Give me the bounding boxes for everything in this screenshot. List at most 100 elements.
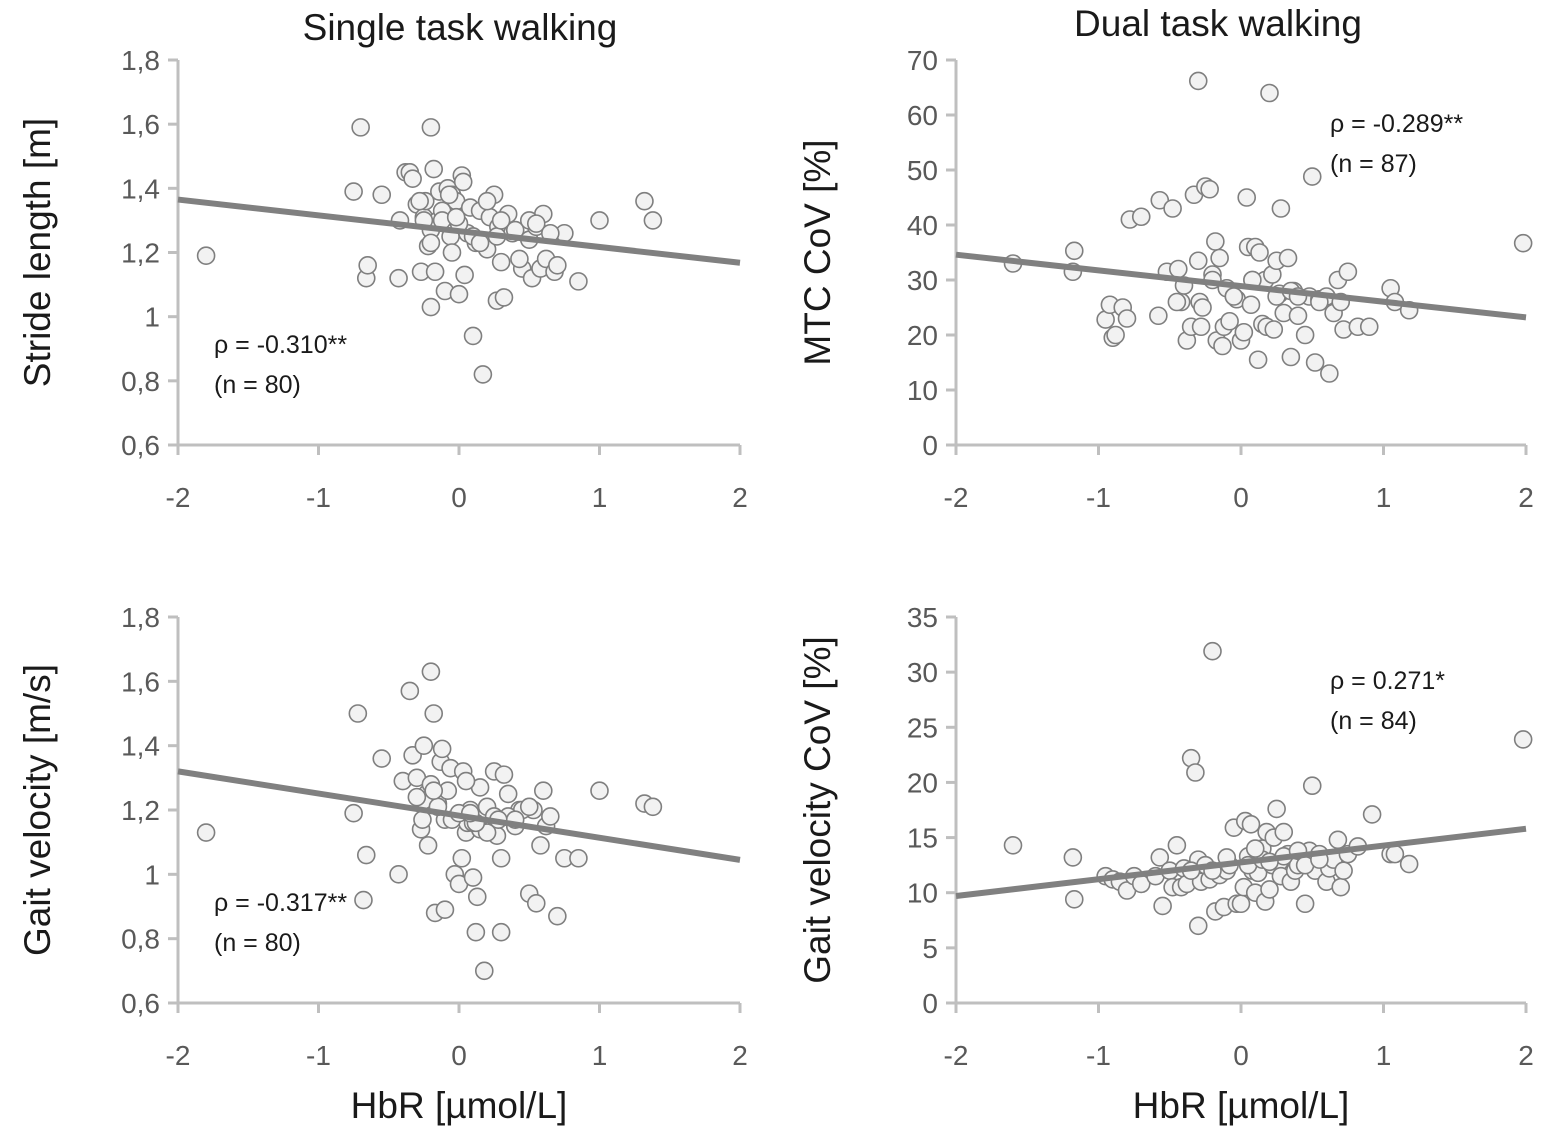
y-tick-label: 70: [907, 45, 938, 76]
y-tick-label: 0,6: [121, 988, 160, 1019]
data-point: [354, 890, 373, 910]
panel-top-right: 0 10 20 30 40 50 60 70 -2 -1 0 1 2 MTC CoV [%] ρ = -0.…: [797, 45, 1534, 513]
data-point: [491, 252, 511, 272]
data-point: [1167, 835, 1187, 855]
data-point: [1267, 799, 1286, 819]
x-tick-label: -2: [944, 482, 969, 513]
y-tick-label: 1,4: [121, 731, 160, 762]
y-tick-label: 20: [907, 320, 938, 351]
data-point: [424, 781, 444, 801]
x-tick-label: 1: [592, 482, 608, 513]
data-point: [372, 749, 392, 768]
data-point: [1188, 71, 1208, 91]
data-point: [1288, 306, 1308, 326]
data-point: [1117, 309, 1137, 328]
data-point: [1248, 350, 1268, 370]
x-tick-label: 2: [732, 1040, 748, 1071]
x-tick-label: -2: [166, 482, 191, 513]
data-point: [1003, 835, 1023, 855]
data-point: [1260, 880, 1279, 899]
data-point: [446, 207, 466, 227]
y-tick-label: 40: [907, 210, 938, 241]
data-point: [1186, 763, 1205, 782]
correlation-annotation: (n = 84): [1330, 707, 1417, 735]
data-point: [473, 365, 493, 384]
data-point: [1193, 298, 1212, 317]
y-tick-label: 1: [144, 302, 160, 333]
data-point: [635, 191, 654, 211]
data-point: [358, 256, 377, 275]
y-tick-label: 10: [907, 375, 938, 406]
correlation-annotation: ρ = -0.317**: [214, 889, 347, 917]
data-point: [1149, 306, 1168, 326]
data-point: [1213, 336, 1232, 356]
y-tick-label: 30: [907, 657, 938, 688]
data-point: [541, 807, 560, 826]
data-point: [467, 887, 487, 907]
data-point: [407, 787, 427, 807]
data-point: [1328, 830, 1348, 850]
data-point: [1106, 325, 1125, 345]
data-point: [439, 185, 459, 205]
data-point: [1150, 848, 1170, 867]
panel-top-left: 0,6 0,8 1 1,2 1,4 1,6 1,8 -2 -1 0 1 2 Stride length …: [17, 45, 748, 513]
data-point: [344, 182, 363, 201]
data-point: [455, 265, 474, 285]
data-point: [1241, 295, 1261, 315]
data-point: [372, 185, 392, 205]
data-point: [351, 118, 370, 137]
panel-bottom-right: 0 5 10 15 20 25 30 35 -2 -1 0 1 2 Gait velocity CoV […: [797, 602, 1534, 1126]
y-tick-label: 5: [922, 933, 938, 964]
data-point: [196, 246, 216, 266]
correlation-annotation: ρ = -0.289**: [1330, 110, 1463, 138]
data-point: [196, 823, 216, 842]
data-point: [1188, 251, 1208, 271]
y-axis-label: Gait velocity CoV [%]: [797, 636, 838, 984]
data-point: [519, 797, 539, 817]
data-point: [526, 214, 546, 233]
y-tick-label: 1,4: [121, 173, 160, 204]
x-tick-label: 2: [1518, 1040, 1534, 1071]
y-tick-label: 30: [907, 265, 938, 296]
data-point: [643, 797, 663, 817]
x-tick-label: 1: [1376, 1040, 1392, 1071]
data-point: [474, 961, 494, 981]
x-tick-label: -2: [166, 1040, 191, 1071]
data-point: [1295, 325, 1315, 345]
data-point: [1231, 894, 1251, 914]
data-point: [452, 848, 472, 868]
data-point: [453, 172, 473, 192]
data-point: [1359, 317, 1379, 337]
data-point: [494, 288, 514, 307]
correlation-annotation: ρ = -0.310**: [214, 331, 347, 359]
data-point: [1203, 641, 1222, 661]
x-axis-label: HbR [µmol/L]: [351, 1085, 568, 1126]
data-point: [1331, 877, 1351, 897]
data-point: [1274, 822, 1294, 842]
correlation-annotation: (n = 87): [1330, 150, 1417, 178]
data-point: [421, 118, 441, 137]
data-point: [1278, 248, 1298, 268]
data-point: [403, 169, 422, 189]
data-point: [1131, 207, 1151, 227]
scatter-panels: 0,6 0,8 1 1,2 1,4 1,6 1,8 -2 -1 0 1 2 Stride length …: [17, 45, 1534, 1126]
y-tick-label: 0,8: [121, 366, 160, 397]
data-point: [526, 893, 546, 913]
data-point: [643, 211, 663, 230]
column-title-single-task: Single task walking: [303, 7, 618, 48]
trend-line: [955, 251, 1527, 321]
x-tick-label: 0: [451, 1040, 467, 1071]
y-tick-label: 1,2: [121, 795, 160, 826]
data-point: [442, 243, 462, 262]
data-point: [477, 191, 497, 211]
data-point: [435, 900, 455, 920]
y-tick-label: 1,8: [121, 45, 160, 76]
data-point: [1064, 890, 1084, 909]
trend-line: [177, 768, 741, 863]
data-point: [1260, 83, 1279, 103]
data-point: [531, 836, 550, 855]
data-point: [1302, 167, 1322, 186]
data-point: [1241, 815, 1261, 834]
correlation-annotation: (n = 80): [214, 929, 301, 957]
